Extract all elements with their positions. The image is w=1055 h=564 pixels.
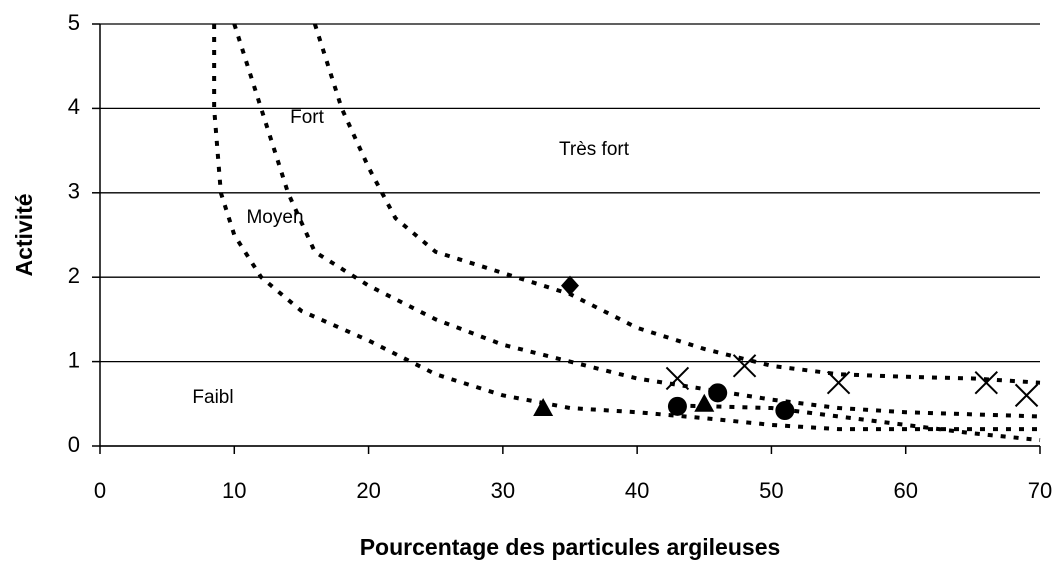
circle-marker: [667, 396, 687, 416]
boundary-curve: [232, 23, 1041, 419]
triangle-marker: [533, 398, 554, 417]
zone-label: Très fort: [559, 139, 630, 160]
y-tick-label: 3: [68, 179, 80, 204]
boundary-curve: [212, 24, 1040, 432]
boundary-curve: [677, 403, 1041, 443]
cross-marker: [974, 370, 998, 395]
x-tick-label: 10: [222, 478, 246, 503]
y-tick-label: 1: [68, 347, 80, 372]
y-axis-title: Activité: [11, 193, 37, 276]
zone-label: Moyen: [246, 207, 303, 228]
triangle-marker: [694, 393, 715, 412]
diamond-marker: [561, 275, 579, 296]
x-tick-label: 60: [893, 478, 917, 503]
cross-marker: [732, 354, 757, 378]
zone-label: Faibl: [192, 387, 233, 408]
x-tick-label: 20: [356, 478, 380, 503]
x-tick-label: 40: [625, 478, 649, 503]
x-axis-title: Pourcentage des particules argileuses: [360, 534, 781, 560]
x-tick-label: 30: [491, 478, 515, 503]
y-tick-label: 0: [68, 432, 80, 457]
y-tick-label: 2: [68, 263, 80, 288]
zone-label: Fort: [290, 107, 325, 128]
x-tick-label: 70: [1028, 478, 1052, 503]
circle-marker: [775, 401, 795, 421]
boundary-curve: [312, 23, 1041, 385]
y-tick-label: 5: [68, 10, 80, 35]
x-tick-label: 50: [759, 478, 783, 503]
y-tick-label: 4: [68, 94, 80, 119]
circle-marker: [708, 383, 728, 403]
cross-marker: [1014, 383, 1039, 408]
x-tick-label: 0: [94, 478, 106, 503]
cross-marker: [665, 366, 690, 391]
cross-marker: [826, 370, 851, 395]
